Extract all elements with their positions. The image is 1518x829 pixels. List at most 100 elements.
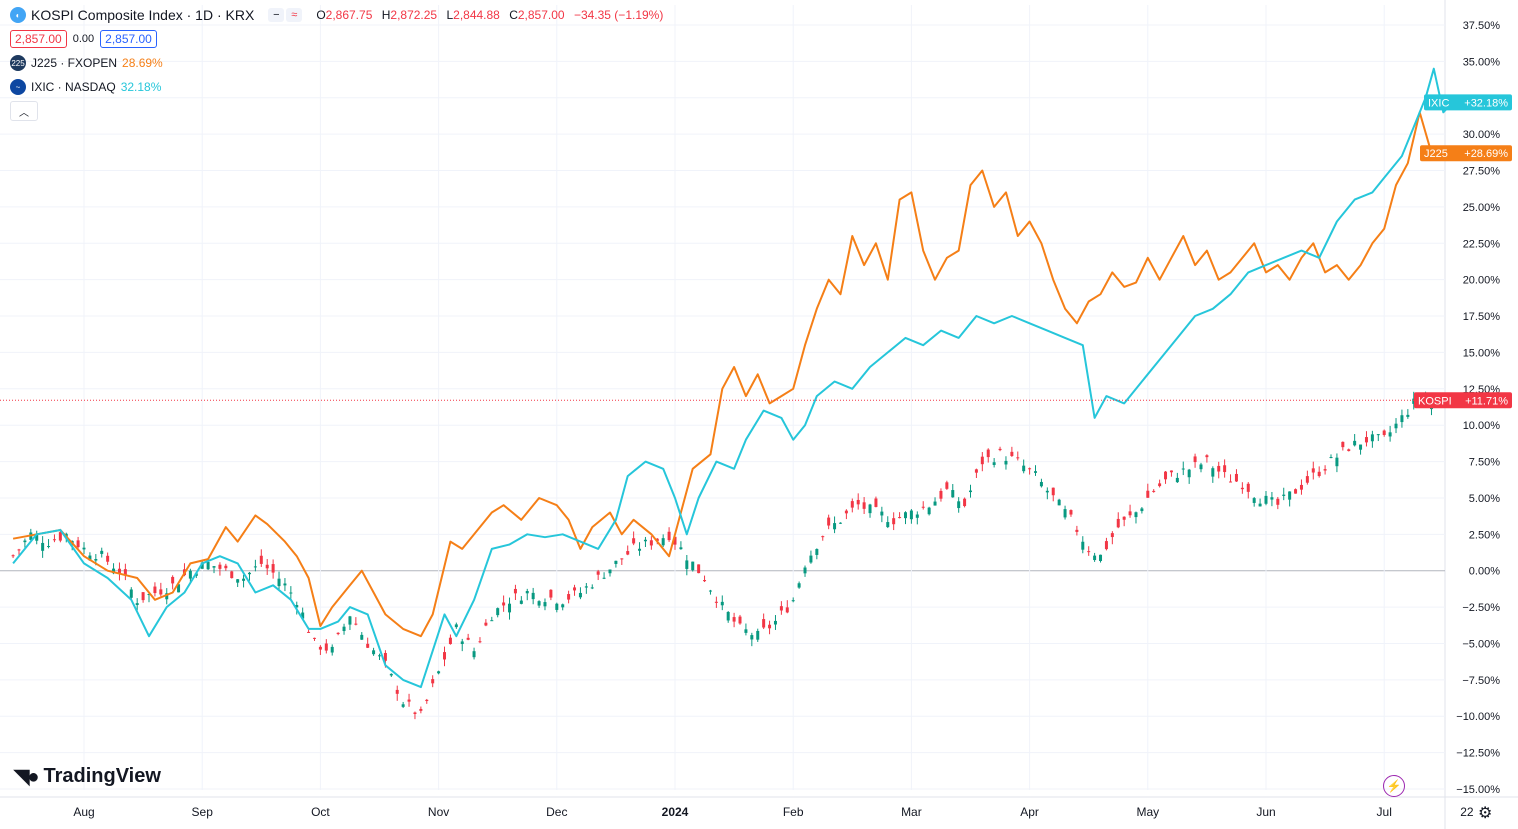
candle-body [301, 612, 305, 619]
candle-body [58, 532, 62, 541]
candle-body [537, 601, 541, 606]
candle-body [1187, 469, 1191, 478]
candle-body [1335, 457, 1339, 467]
minus-icon[interactable]: − [268, 8, 285, 22]
kospi-symbol-icon: ◐ [10, 7, 26, 23]
compare-symbol: IXIC · NASDAQ [31, 80, 116, 94]
main-symbol-row[interactable]: ◐ KOSPI Composite Index · 1D · KRX − ≈ O… [10, 5, 669, 25]
x-tick-label: Apr [1020, 805, 1039, 819]
candle-body [638, 548, 642, 551]
IXIC-label-value: +32.18% [1464, 97, 1508, 109]
candle-body [1258, 503, 1262, 507]
candle-body [236, 579, 240, 583]
candle-body [17, 549, 21, 551]
candle-body [407, 699, 411, 702]
candle-body [986, 449, 990, 458]
y-tick-label: 10.00% [1463, 420, 1501, 432]
candle-body [974, 469, 978, 473]
candle-body [726, 611, 730, 621]
candle-body [945, 482, 949, 489]
candle-body [573, 587, 577, 591]
candle-body [969, 490, 972, 493]
candle-body [336, 632, 340, 635]
candle-body [41, 542, 45, 551]
candle-body [106, 555, 110, 562]
candle-body [909, 510, 913, 520]
J225-label-bg [1420, 145, 1512, 162]
candle-body [1169, 470, 1173, 473]
candle-body [1075, 529, 1079, 532]
chart-type-pill[interactable]: − ≈ [268, 8, 303, 22]
candle-body [1004, 460, 1008, 465]
candle-body [1158, 483, 1162, 487]
candle-body [212, 566, 216, 568]
candle-body [47, 546, 51, 548]
candle-body [779, 606, 783, 611]
candle-body [697, 564, 701, 574]
lightning-icon[interactable]: ⚡ [1383, 775, 1405, 797]
candle-body [513, 588, 517, 594]
x-tick-label: Jun [1256, 805, 1275, 819]
candle-body [844, 510, 848, 514]
x-tick-label: Sep [192, 805, 214, 819]
change-value: −34.35 (−1.19%) [573, 8, 664, 22]
candle-body [1016, 457, 1020, 459]
y-tick-label: 20.00% [1463, 275, 1501, 287]
sell-button[interactable]: 2,857.00 [10, 30, 67, 48]
candle-body [1205, 455, 1209, 458]
candle-body [1099, 554, 1103, 562]
candle-body [543, 602, 547, 607]
y-tick-label: −12.50% [1456, 748, 1500, 760]
tv-logo-icon: ◥● [14, 766, 40, 788]
chevron-up-icon[interactable]: ︿ [10, 101, 38, 121]
candle-body [1063, 509, 1067, 518]
candle-body [1152, 490, 1156, 492]
candle-body [744, 629, 748, 633]
candle-body [578, 592, 582, 598]
candle-body [898, 517, 902, 519]
candle-body [1116, 518, 1120, 528]
candle-body [856, 499, 860, 505]
candle-body [448, 637, 452, 645]
candle-body [94, 559, 98, 561]
candle-body [242, 578, 246, 581]
candle-body [1104, 541, 1108, 550]
candle-body [354, 623, 358, 625]
candle-body [549, 589, 553, 598]
kospi-candles [11, 391, 1433, 720]
chart-legend: ◐ KOSPI Composite Index · 1D · KRX − ≈ O… [10, 5, 669, 121]
candle-body [129, 589, 133, 598]
series-line-ixic [12, 67, 1454, 689]
y-tick-label: 0.00% [1469, 566, 1500, 578]
candle-body [230, 571, 234, 579]
y-tick-label: 17.50% [1463, 311, 1501, 323]
x-tick-label: Jul [1377, 805, 1392, 819]
y-tick-label: −7.50% [1462, 675, 1500, 687]
j225-icon: 225 [10, 55, 26, 71]
candle-body [708, 590, 712, 592]
symbol-title[interactable]: KOSPI Composite Index · 1D · KRX [31, 7, 255, 23]
x-tick-label: Nov [428, 805, 449, 819]
candle-body [1199, 464, 1203, 470]
candle-body [460, 641, 464, 645]
candle-body [720, 601, 724, 606]
candle-body [1081, 541, 1085, 550]
y-tick-label: 30.00% [1463, 129, 1501, 141]
candle-body [868, 504, 872, 514]
tradingview-logo[interactable]: ◥● TradingView [14, 764, 161, 789]
candle-body [265, 564, 269, 569]
candle-body [1211, 468, 1215, 477]
y-tick-label: −2.50% [1462, 602, 1500, 614]
axis-value-labels: IXIC +32.18% J225 +28.69% KOSPI +11.71% [1414, 94, 1512, 409]
compare-row-j225[interactable]: 225 J225 · FXOPEN 28.69% [10, 53, 669, 73]
buy-button[interactable]: 2,857.00 [100, 30, 157, 48]
compare-row-ixic[interactable]: ~ IXIC · NASDAQ 32.18% [10, 77, 669, 97]
candle-body [1051, 487, 1055, 496]
compare-icon[interactable]: ≈ [286, 8, 303, 22]
gear-icon[interactable]: ⚙ [1478, 805, 1493, 822]
candle-body [35, 534, 39, 541]
candle-body [880, 511, 884, 516]
candle-body [561, 604, 565, 608]
candle-body [472, 651, 476, 658]
candle-body [815, 549, 819, 555]
